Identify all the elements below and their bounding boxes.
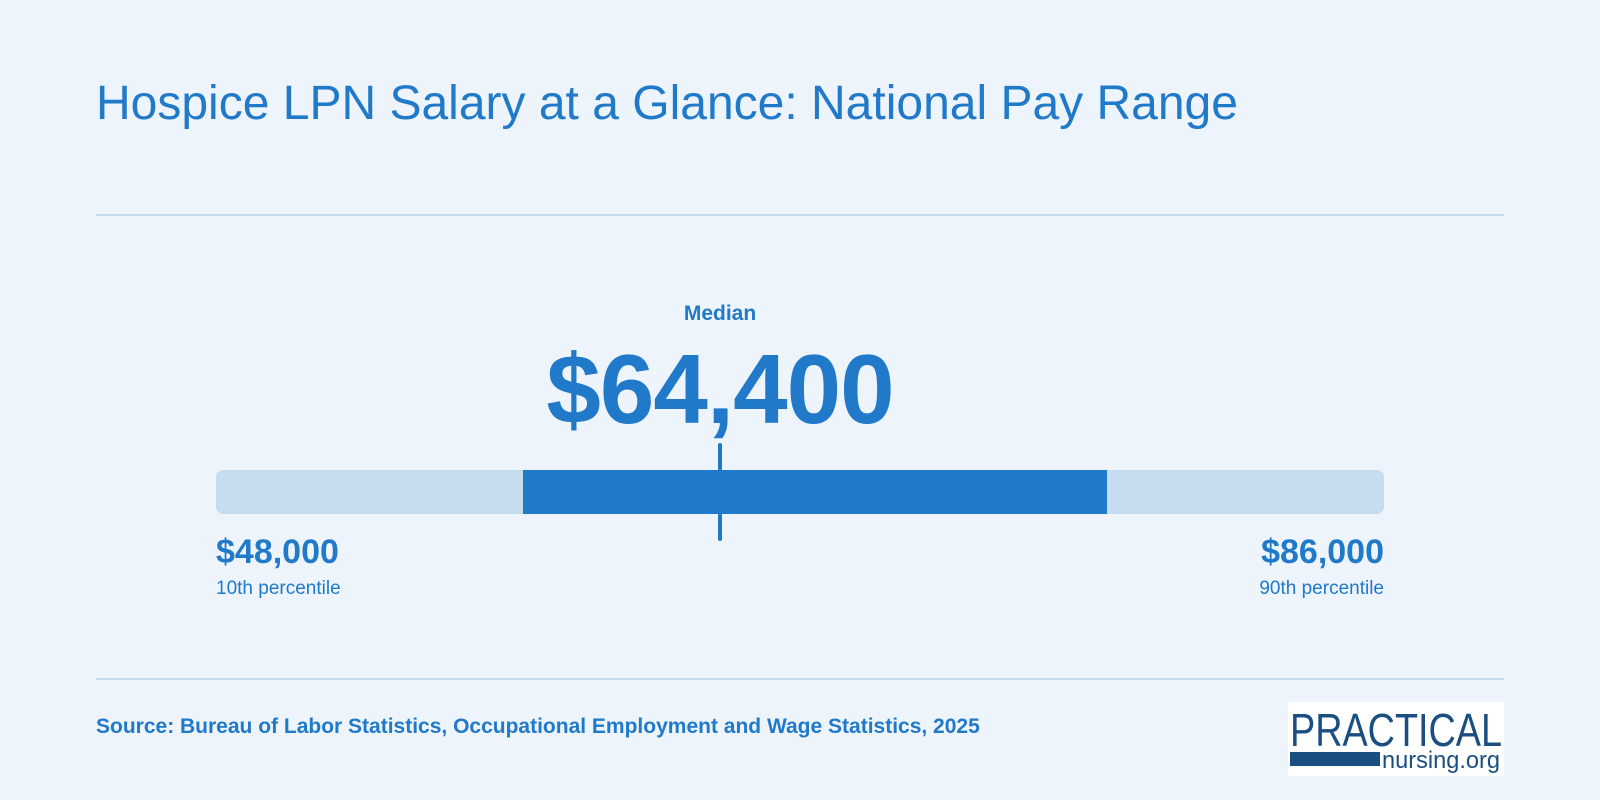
low-percentile-label: 10th percentile bbox=[216, 578, 341, 599]
range-track bbox=[216, 470, 1384, 514]
logo-wordmark: PRACTICAL bbox=[1290, 704, 1502, 756]
practicalnursing-logo: PRACTICAL nursing.org bbox=[1288, 702, 1504, 776]
interquartile-range-bar bbox=[523, 470, 1108, 514]
top-divider bbox=[96, 214, 1504, 216]
logo-graphic: PRACTICAL nursing.org bbox=[1290, 704, 1502, 774]
logo-domain: nursing.org bbox=[1382, 747, 1500, 774]
source-citation: Source: Bureau of Labor Statistics, Occu… bbox=[96, 715, 980, 738]
high-value: $86,000 bbox=[1261, 533, 1384, 571]
logo-bar bbox=[1290, 752, 1380, 766]
low-value: $48,000 bbox=[216, 533, 339, 571]
median-marker bbox=[718, 443, 723, 541]
median-label: Median bbox=[683, 302, 757, 325]
high-percentile-label: 90th percentile bbox=[1259, 578, 1384, 599]
bottom-divider bbox=[96, 678, 1504, 680]
median-value: $64,400 bbox=[546, 334, 894, 444]
page-title: Hospice LPN Salary at a Glance: National… bbox=[96, 77, 1238, 130]
